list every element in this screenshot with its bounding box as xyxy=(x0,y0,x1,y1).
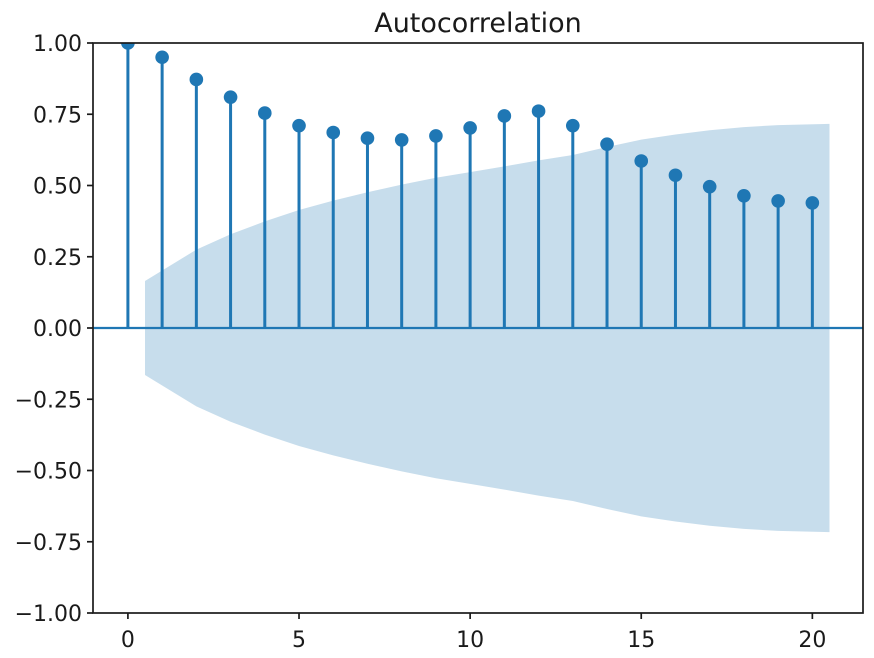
acf-marker xyxy=(189,72,204,87)
y-tick-label: −0.50 xyxy=(15,460,82,485)
y-tick-label: −1.00 xyxy=(15,602,82,627)
acf-marker xyxy=(737,188,751,203)
x-tick-label: 15 xyxy=(627,628,655,653)
acf-marker xyxy=(394,133,409,147)
y-tick-label: 0.75 xyxy=(33,103,82,128)
y-tick-label: 0.25 xyxy=(33,246,82,271)
acf-marker xyxy=(634,154,649,168)
acf-marker xyxy=(429,129,443,143)
chart-title: Autocorrelation xyxy=(374,8,582,39)
x-tick-label: 10 xyxy=(456,628,484,653)
acf-marker xyxy=(223,90,238,104)
acf-marker xyxy=(497,109,512,123)
acf-marker xyxy=(771,194,785,208)
y-tick-label: −0.75 xyxy=(15,531,82,556)
acf-marker xyxy=(702,179,717,194)
acf-marker xyxy=(805,196,820,210)
acf-marker xyxy=(600,137,614,151)
acf-marker xyxy=(121,43,135,50)
acf-marker xyxy=(326,125,341,140)
y-tick-label: 1.00 xyxy=(33,32,82,57)
x-tick-label: 20 xyxy=(798,628,826,653)
x-tick-label: 0 xyxy=(121,628,135,653)
acf-marker xyxy=(292,118,306,133)
acf-marker xyxy=(155,50,169,65)
series-layer xyxy=(93,43,863,330)
y-tick-label: 0.00 xyxy=(33,317,82,342)
plot-frame xyxy=(92,42,864,614)
y-tick-label: 0.50 xyxy=(33,175,82,200)
axes-layer: 0 5 10 15 20 −1.00 −0.75 −0.50 −0.25 0.00 0.25 0.50… xyxy=(15,32,864,653)
acf-marker xyxy=(463,121,477,135)
y-tick-label: −0.25 xyxy=(15,388,82,413)
acf-marker xyxy=(565,118,580,133)
acf-marker xyxy=(360,131,375,145)
acf-marker xyxy=(257,106,272,120)
acf-marker xyxy=(531,104,546,118)
x-tick-label: 5 xyxy=(292,628,306,653)
acf-marker xyxy=(668,168,683,183)
